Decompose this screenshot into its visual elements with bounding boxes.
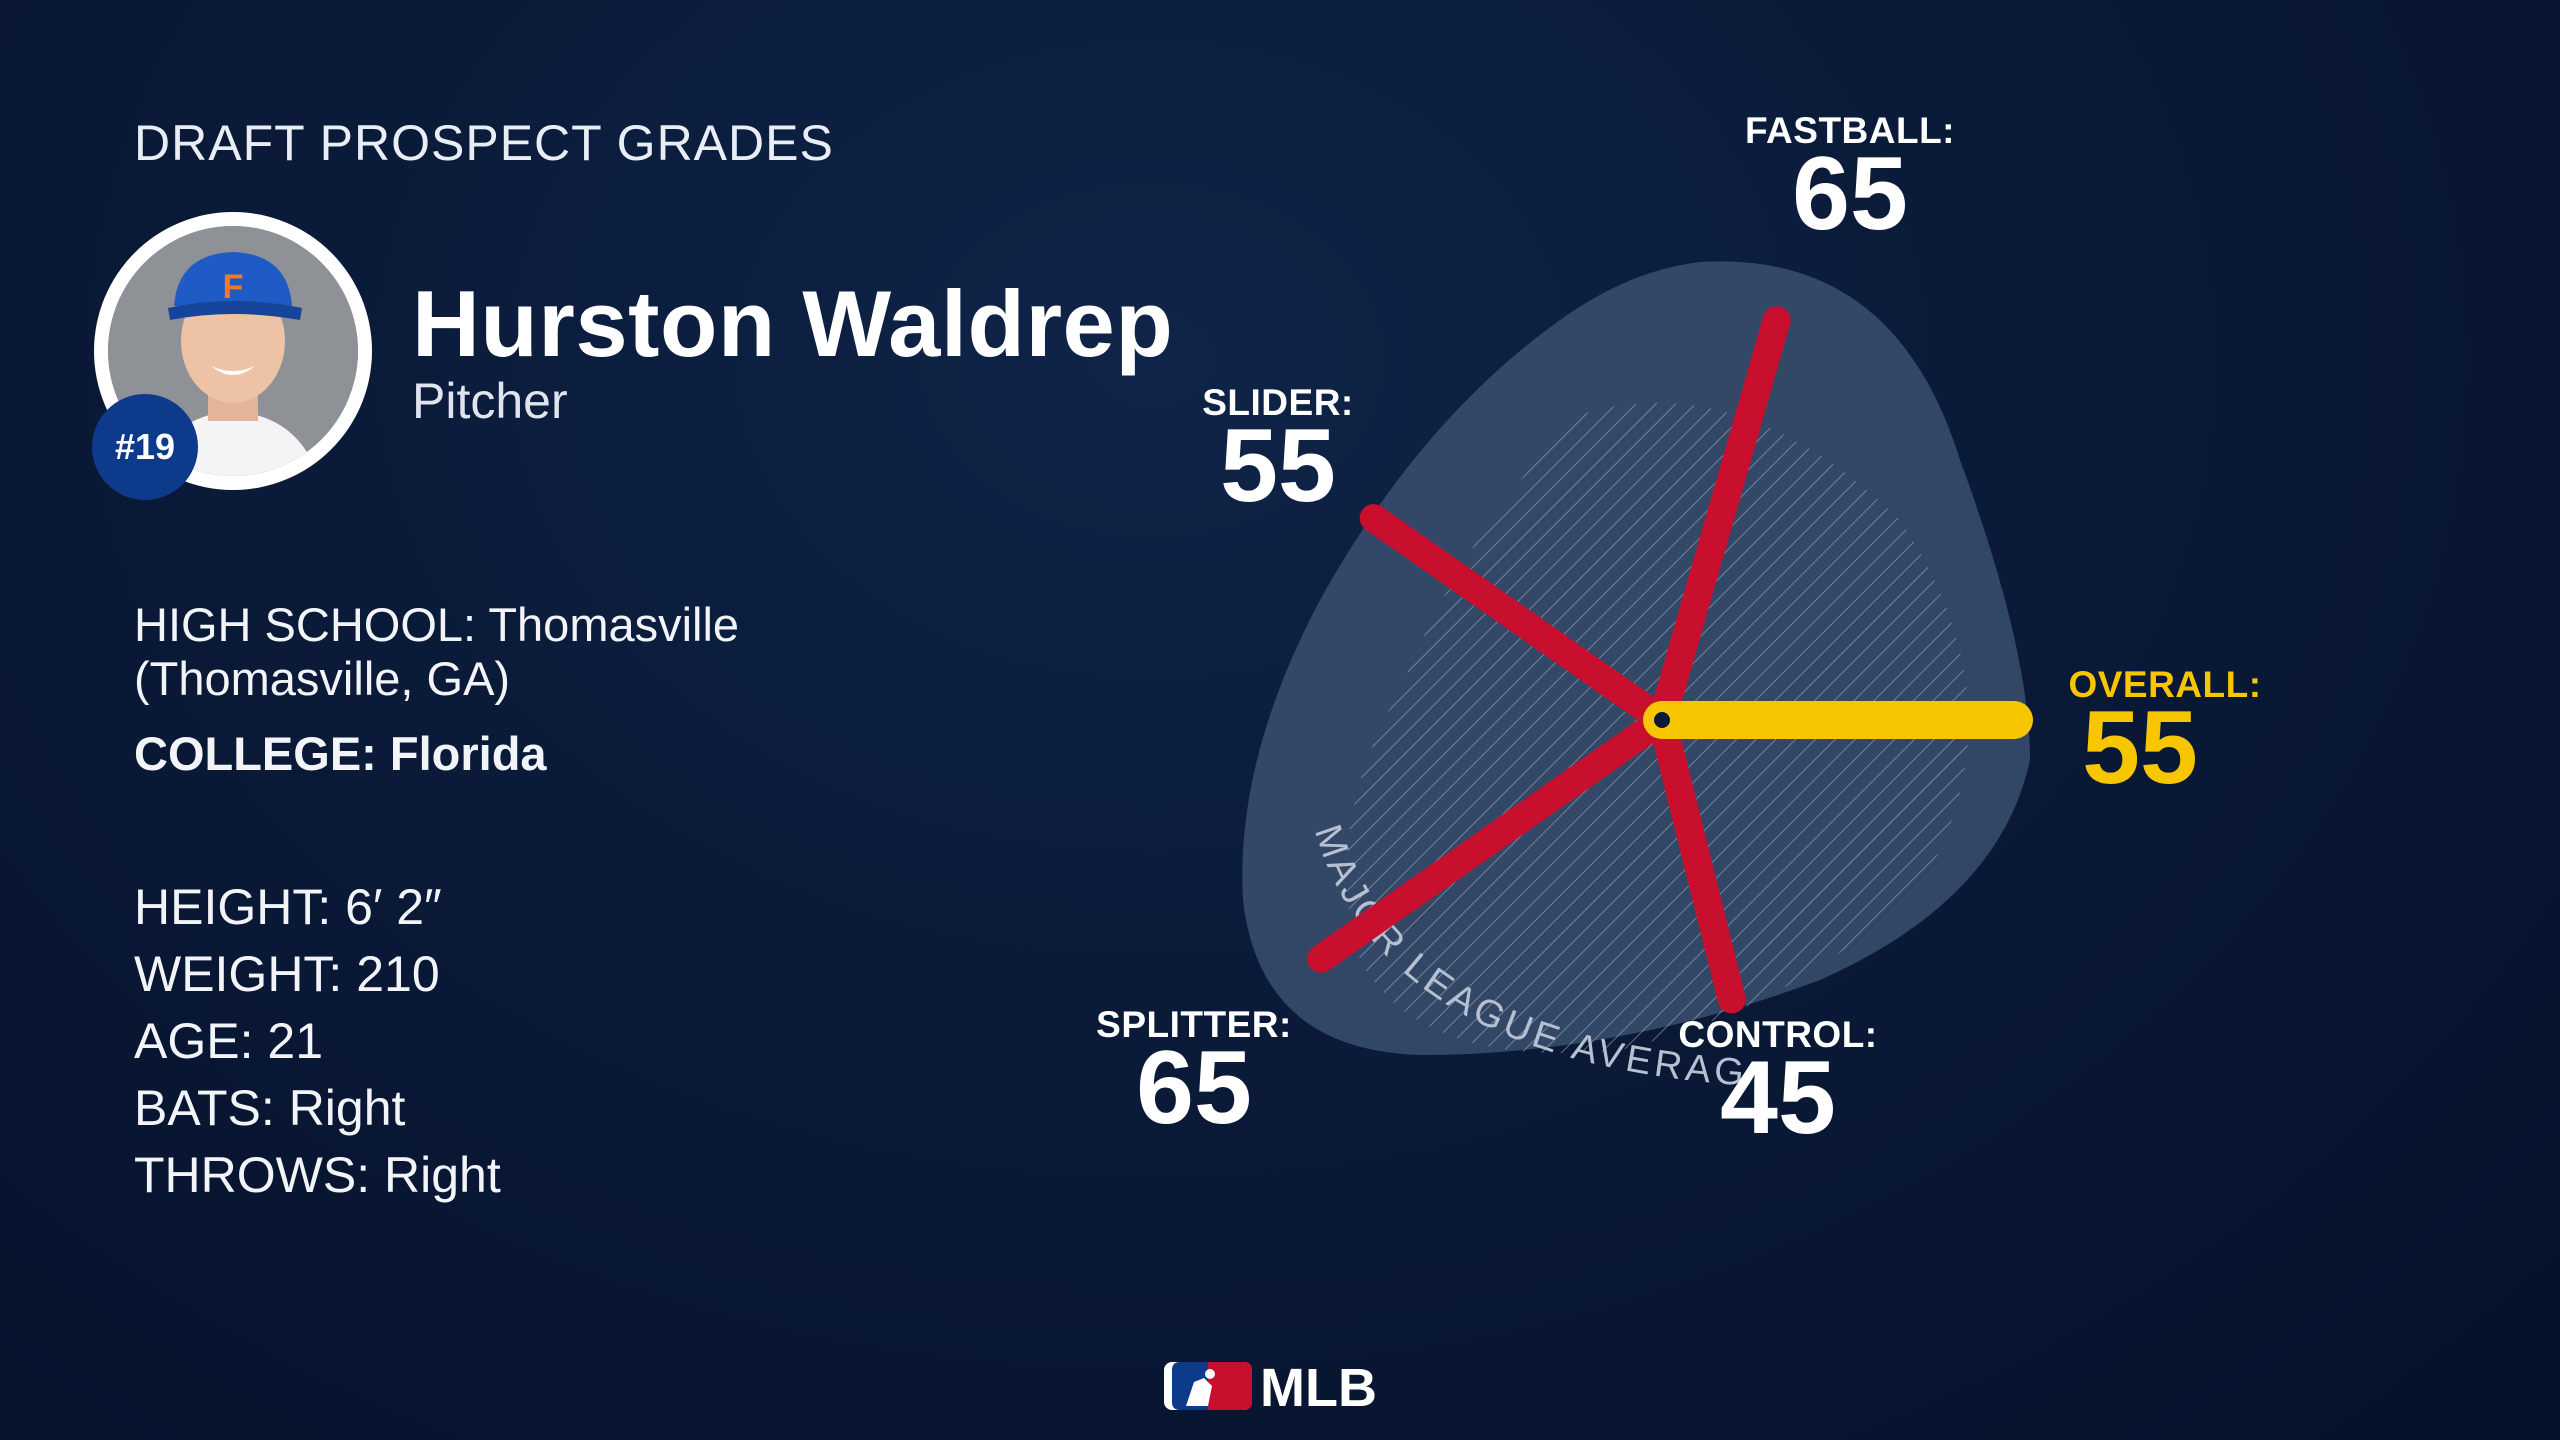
control-spoke [1648, 706, 1746, 1014]
stat-weight: WEIGHT: 210 [134, 946, 440, 1002]
splitter-spoke [1307, 706, 1676, 973]
high-school-label: HIGH SCHOOL: [134, 598, 477, 651]
fastball-label: FASTBALL: [1744, 110, 1956, 151]
slider-spoke [1359, 504, 1676, 734]
control-value: 45 [1720, 1040, 1836, 1156]
high-school-line1: HIGH SCHOOL: Thomasville [134, 598, 739, 652]
slider-value: 55 [1220, 408, 1336, 524]
overall-value: 55 [2082, 690, 2198, 806]
section-title: DRAFT PROSPECT GRADES [134, 115, 834, 171]
fastball-spoke [1648, 306, 1791, 734]
control-label: CONTROL: [1678, 1014, 1878, 1055]
player-name: Hurston Waldrep [412, 271, 1174, 376]
stat-bats: BATS: Right [134, 1080, 406, 1136]
stat-throws: THROWS: Right [134, 1147, 501, 1203]
college-label: COLLEGE: [134, 727, 377, 780]
overall-label: OVERALL: [2068, 664, 2262, 705]
player-position: Pitcher [412, 373, 568, 429]
slider-label: SLIDER: [1202, 382, 1354, 423]
high-school-line2: (Thomasville, GA) [134, 652, 511, 705]
rank-badge: #19 [92, 394, 198, 500]
chart-center-dot [1648, 706, 1676, 734]
fastball-value: 65 [1792, 136, 1908, 252]
mlb-logo-text: MLB [1260, 1358, 1377, 1416]
college-value: Florida [389, 727, 547, 780]
grade-spokes [1307, 306, 2033, 1014]
high-school-value: Thomasville [488, 598, 740, 651]
stat-age: AGE: 21 [134, 1013, 324, 1069]
college-line: COLLEGE: Florida [134, 727, 547, 781]
cap-letter: F [223, 268, 244, 306]
stat-height: HEIGHT: 6′ 2″ [134, 879, 442, 935]
mlb-logo: MLB [1164, 1356, 1404, 1418]
splitter-label: SPLITTER: [1096, 1004, 1292, 1045]
splitter-value: 65 [1136, 1030, 1252, 1146]
